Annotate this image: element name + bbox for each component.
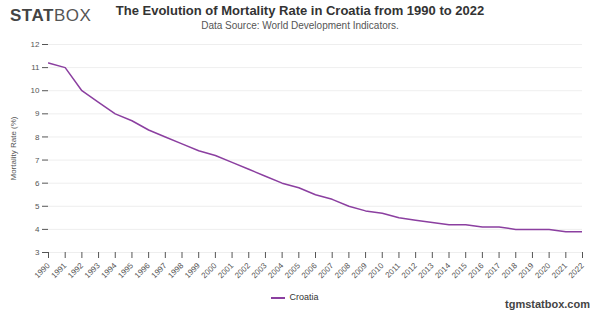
html-text:STAT BOX: STAT BOX [10, 6, 92, 25]
svg-text:4: 4 [35, 225, 40, 234]
svg-text:10: 10 [31, 86, 40, 95]
svg-text:6: 6 [35, 179, 40, 188]
svg-text:2007: 2007 [316, 261, 335, 280]
svg-text:2009: 2009 [350, 261, 369, 280]
svg-text:2005: 2005 [283, 261, 302, 280]
html-text:Croatia: Croatia [289, 292, 319, 302]
svg-text:2022: 2022 [567, 261, 586, 280]
svg-text:2010: 2010 [367, 261, 386, 280]
svg-text:1999: 1999 [183, 261, 202, 280]
svg-text:2018: 2018 [500, 261, 519, 280]
svg-text:2013: 2013 [417, 261, 436, 280]
svg-text:2008: 2008 [333, 261, 352, 280]
svg-text:2006: 2006 [300, 261, 319, 280]
svg-text:2017: 2017 [483, 261, 502, 280]
svg-text:2020: 2020 [533, 261, 552, 280]
svg-text:8: 8 [35, 133, 40, 142]
svg-text:1997: 1997 [150, 261, 169, 280]
svg-text:3: 3 [35, 248, 40, 257]
svg-text:2004: 2004 [266, 261, 285, 280]
svg-text:Mortality Rate (%): Mortality Rate (%) [9, 116, 18, 180]
svg-text:7: 7 [35, 156, 40, 165]
html-text:tgmstatbox.com: tgmstatbox.com [505, 298, 590, 310]
svg-text:1996: 1996 [133, 261, 152, 280]
svg-text:2000: 2000 [200, 261, 219, 280]
svg-text:1994: 1994 [100, 261, 119, 280]
svg-text:2002: 2002 [233, 261, 252, 280]
svg-text:2003: 2003 [250, 261, 269, 280]
svg-text:1992: 1992 [66, 261, 85, 280]
svg-text:1991: 1991 [49, 261, 68, 280]
svg-text:9: 9 [35, 109, 40, 118]
svg-text:2021: 2021 [550, 261, 569, 280]
svg-text:5: 5 [35, 202, 40, 211]
svg-text:1993: 1993 [83, 261, 102, 280]
svg-text:11: 11 [31, 63, 40, 72]
html-text:The Evolution of Mortality Rat: The Evolution of Mortality Rate in Croat… [115, 3, 485, 18]
svg-text:2015: 2015 [450, 261, 469, 280]
svg-text:2014: 2014 [433, 261, 452, 280]
svg-text:1995: 1995 [116, 261, 135, 280]
svg-text:1998: 1998 [166, 261, 185, 280]
html-text:Data Source: World Development: Data Source: World Development Indicator… [201, 20, 399, 31]
svg-text:2019: 2019 [517, 261, 536, 280]
svg-text:2012: 2012 [400, 261, 419, 280]
svg-text:2001: 2001 [216, 261, 235, 280]
svg-text:2016: 2016 [467, 261, 486, 280]
svg-text:12: 12 [31, 40, 40, 49]
svg-text:2011: 2011 [384, 261, 403, 280]
svg-text:1990: 1990 [33, 261, 52, 280]
